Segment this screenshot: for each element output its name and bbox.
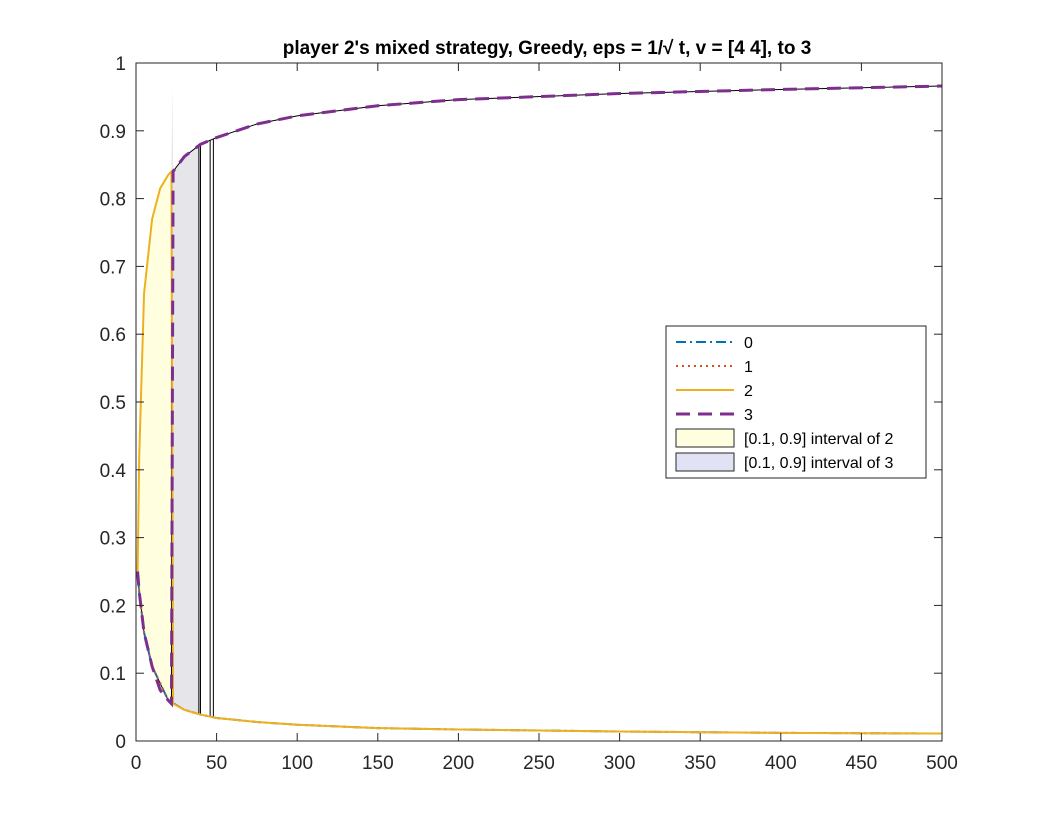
ticks: 0 50 100 150 200 250 300 350 400 450 500 0 0.1 0.2 0.3… [100, 54, 958, 774]
legend-label: [0.1, 0.9] interval of 3 [744, 455, 894, 472]
series-layer [136, 84, 943, 735]
x-tick-label: 300 [604, 753, 636, 774]
x-tick-label: 500 [926, 753, 958, 774]
x-tick-label: 150 [362, 753, 394, 774]
legend-swatch-interval [675, 452, 735, 472]
x-tick-label: 200 [443, 753, 475, 774]
legend-label: 0 [744, 335, 753, 352]
interval-shade [137, 171, 172, 703]
legend-swatch-interval [675, 428, 735, 448]
x-tick-label: 100 [281, 753, 313, 774]
interval-layer [137, 86, 201, 715]
x-tick-label: 400 [765, 753, 797, 774]
x-tick-label: 50 [206, 753, 227, 774]
x-tick-label: 0 [131, 753, 142, 774]
upper-envelope [172, 85, 943, 172]
y-tick-label: 0.5 [100, 393, 126, 414]
legend-label: 1 [744, 359, 753, 376]
y-tick-label: 1 [115, 54, 126, 75]
series-line-2 [136, 168, 943, 735]
series-line-1 [136, 571, 943, 735]
lower-envelope [137, 571, 943, 735]
y-tick-label: 0 [115, 732, 126, 753]
y-tick-label: 0.8 [100, 190, 126, 211]
x-tick-label: 450 [846, 753, 878, 774]
y-tick-label: 0.3 [100, 529, 126, 550]
series-line-3 [136, 84, 943, 708]
legend-label: 2 [744, 383, 753, 400]
y-tick-label: 0.6 [100, 325, 126, 346]
x-tick-label: 350 [684, 753, 716, 774]
plot-area: 0 50 100 150 200 250 300 350 400 450 500 0 0.1 0.2 0.3… [100, 54, 958, 774]
y-tick-label: 0.4 [100, 461, 127, 482]
legend-items: 0 1 2 3 [0.1, 0.9] interval of 2 [0.1, 0.9] i… [675, 335, 894, 472]
legend: 0 1 2 3 [0.1, 0.9] interval of 2 [0.1, 0.9] i… [665, 325, 927, 479]
chart-title: player 2's mixed strategy, Greedy, eps =… [283, 38, 812, 59]
y-tick-label: 0.2 [100, 596, 126, 617]
x-tick-label: 250 [523, 753, 555, 774]
legend-label: 3 [744, 407, 753, 424]
y-tick-label: 0.9 [100, 122, 126, 143]
y-tick-label: 0.7 [100, 257, 126, 278]
legend-label: [0.1, 0.9] interval of 2 [744, 431, 894, 448]
y-tick-label: 0.1 [100, 664, 126, 685]
series-line-0 [136, 571, 943, 735]
